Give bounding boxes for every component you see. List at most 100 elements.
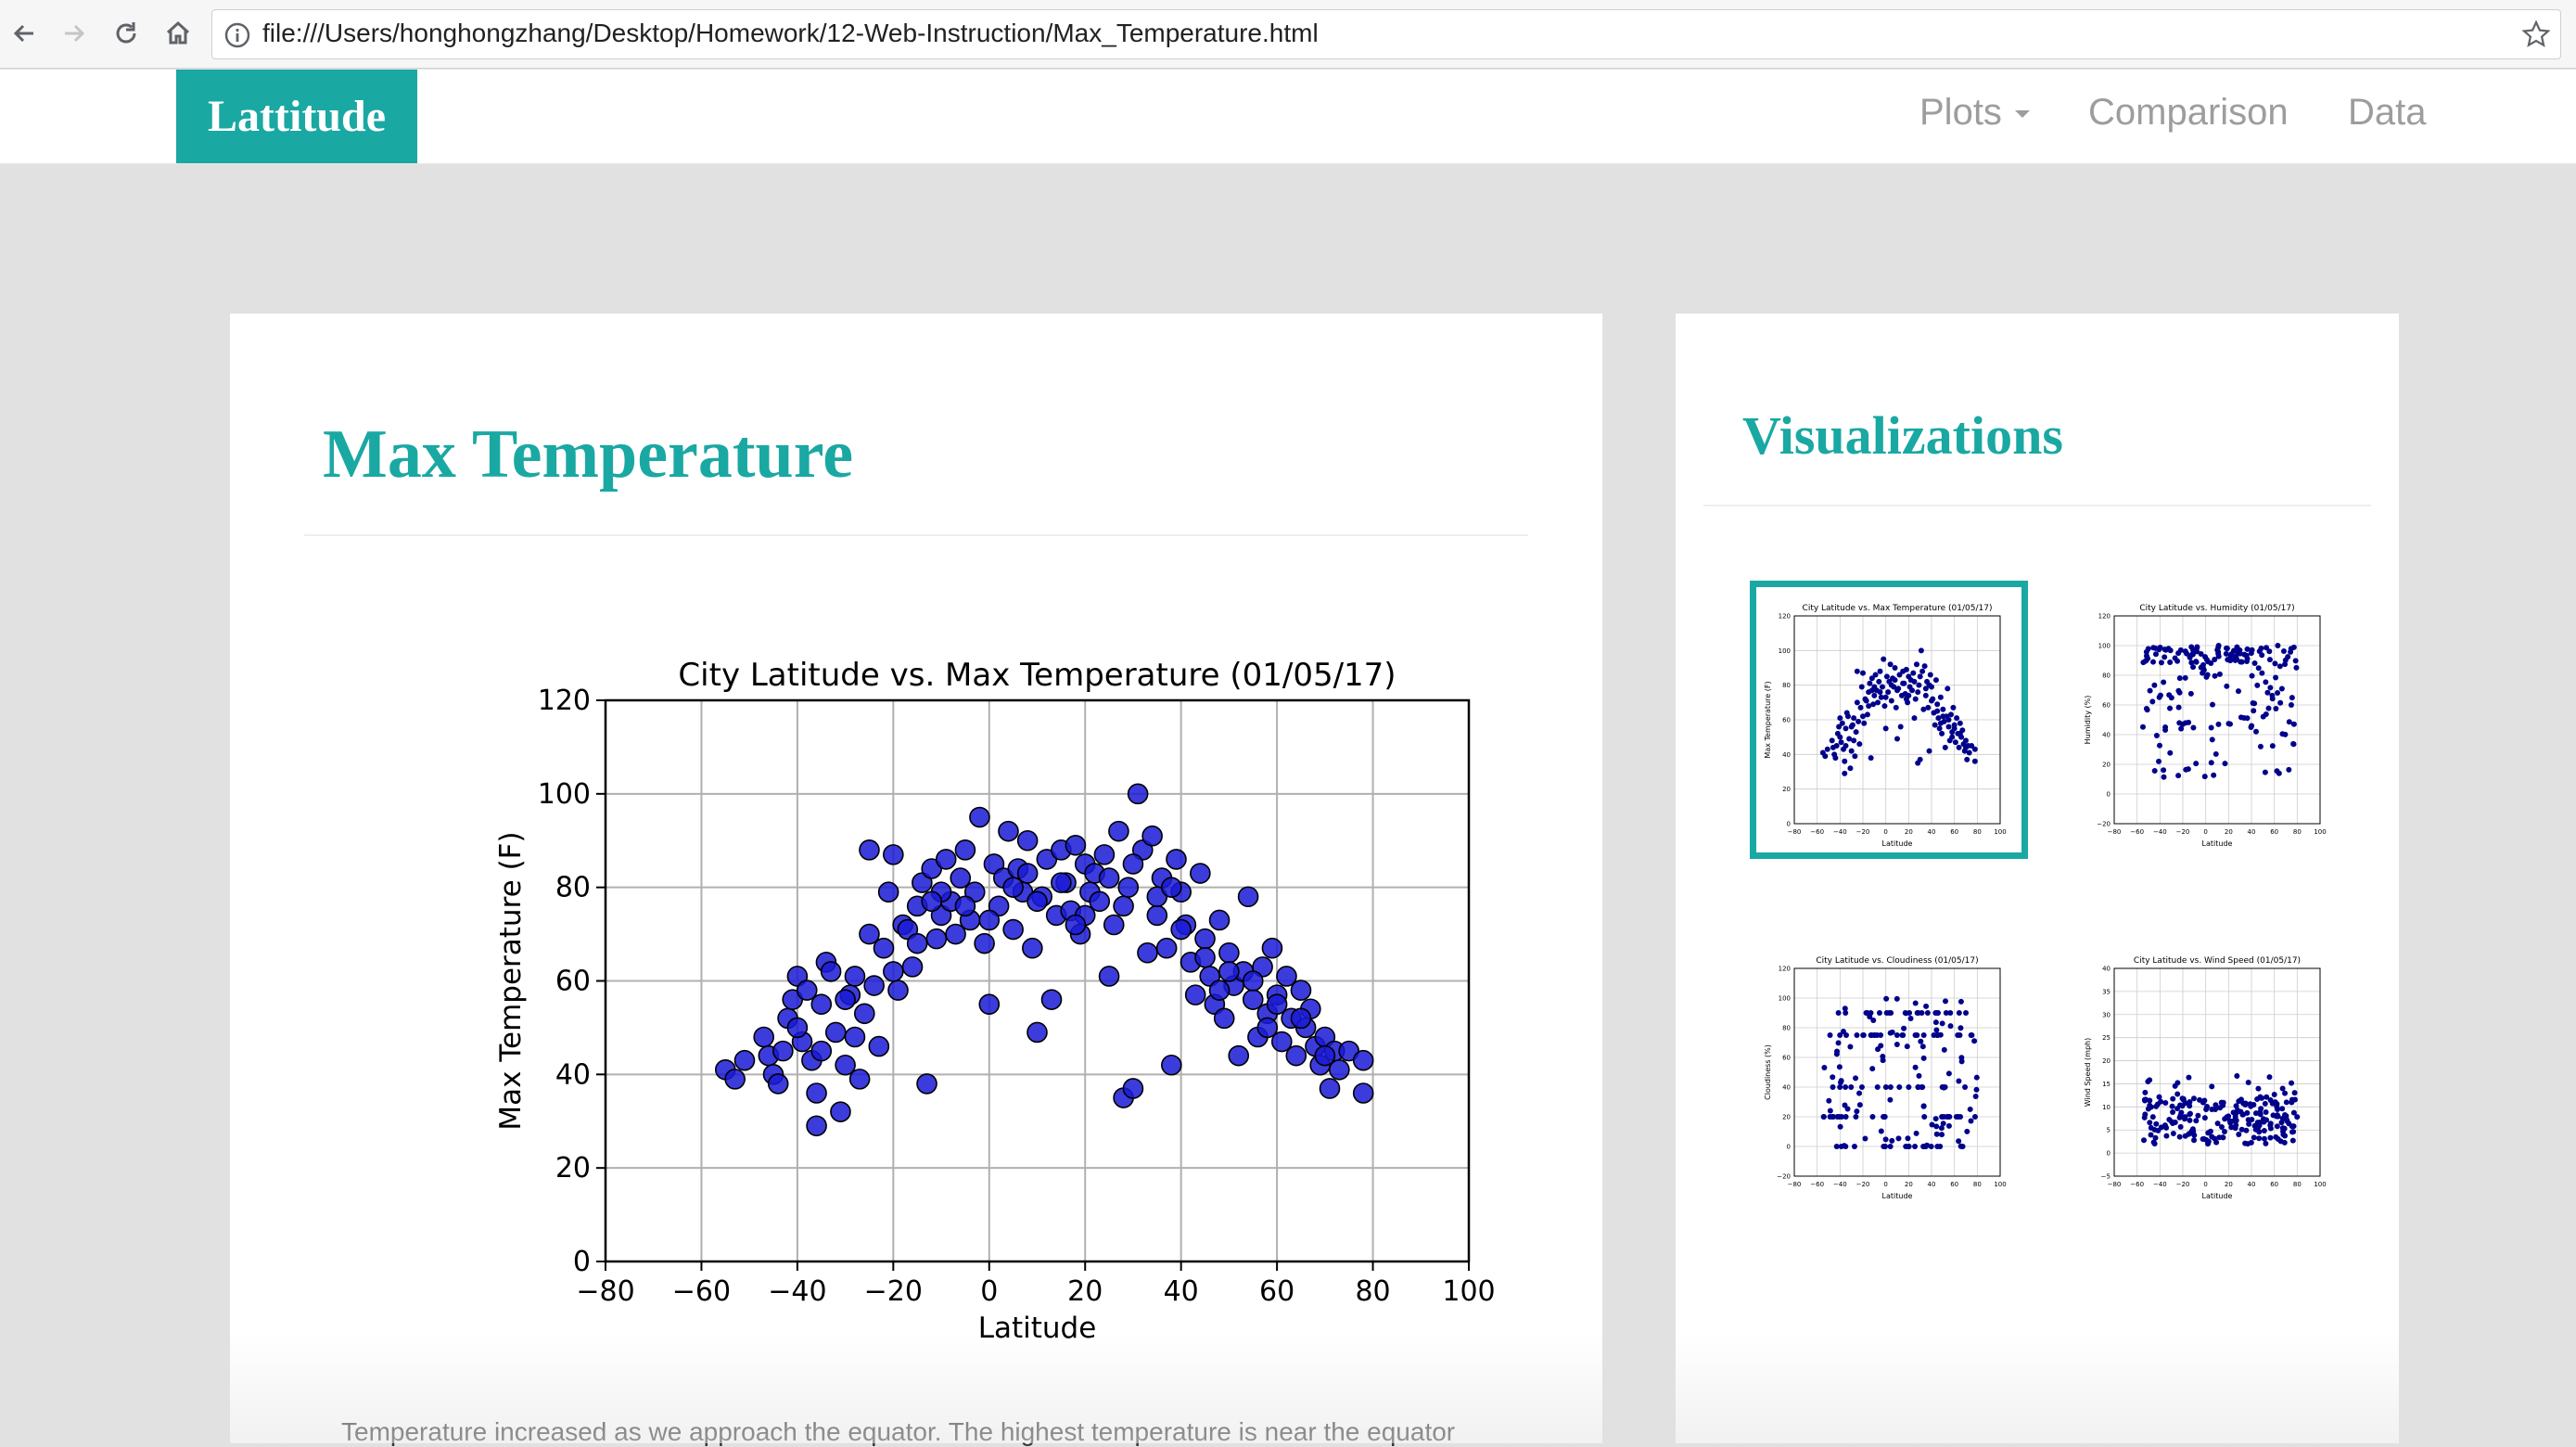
data-point (1146, 904, 1168, 927)
bookmark-star-icon[interactable] (2521, 19, 2551, 49)
thumb-point (1957, 730, 1963, 736)
thumb-point (2244, 658, 2251, 664)
thumb-frame (1793, 615, 2001, 825)
y-tick-label: 40 (555, 1058, 591, 1091)
reload-icon[interactable] (108, 15, 145, 52)
thumb-y-tick: 60 (1782, 1055, 1791, 1062)
info-icon[interactable] (223, 21, 251, 49)
thumb-cloudiness[interactable]: −80 −60 −40 −20 0 20 40 60 80 100 −20 0 20 40 60 80 100 1… (1750, 933, 2028, 1211)
thumb-point (2220, 1099, 2226, 1106)
thumb-point (2227, 721, 2234, 727)
page-title: Max Temperature (323, 416, 854, 493)
thumb-point (2145, 646, 2151, 652)
nav-plots-dropdown[interactable]: Plots (1919, 92, 2030, 134)
scroll-fade (1676, 1332, 2399, 1443)
thumb-point (2264, 1117, 2270, 1123)
thumb-point (2273, 1133, 2279, 1140)
data-point (877, 881, 899, 903)
nav-data[interactable]: Data (2348, 92, 2427, 133)
thumb-point (1943, 998, 1949, 1005)
thumb-point (2278, 685, 2285, 692)
thumb-point (2249, 672, 2255, 679)
thumb-point (2172, 1082, 2178, 1089)
thumb-y-tick: 0 (2107, 791, 2111, 799)
thumb-point (1918, 1038, 1924, 1044)
thumb-point (2232, 1119, 2238, 1125)
thumb-x-tick: 60 (2270, 828, 2278, 836)
thumb-point (1958, 1025, 1964, 1031)
thumb-point (2241, 715, 2248, 722)
thumb-point (1916, 1072, 1922, 1079)
thumb-point (1915, 1084, 1921, 1090)
nav-comparison[interactable]: Comparison (2088, 92, 2289, 133)
thumb-point (2264, 645, 2270, 651)
data-point (1122, 853, 1144, 875)
thumb-point (1887, 1084, 1894, 1090)
thumb-point (2269, 743, 2276, 749)
thumb-point (2205, 1138, 2212, 1145)
thumb-point (2285, 654, 2291, 660)
thumb-y-tick: 40 (2102, 732, 2111, 739)
thumb-point (1969, 743, 1975, 749)
thumb-point (1875, 1046, 1881, 1053)
thumb-point (1868, 687, 1875, 694)
thumb-point (2162, 647, 2168, 653)
thumb-point (1837, 1032, 1843, 1038)
thumb-point (1907, 1016, 1914, 1022)
thumb-point (2161, 774, 2167, 780)
thumb-point (1915, 689, 1921, 696)
thumb-point (1829, 737, 1835, 744)
thumb-point (2282, 1133, 2289, 1139)
data-point (1089, 890, 1111, 913)
thumb-point (1912, 1032, 1919, 1038)
data-point (1242, 970, 1264, 992)
thumb-y-tick: 100 (1779, 995, 1791, 1003)
thumb-point (1843, 1084, 1849, 1090)
data-point (835, 1054, 856, 1076)
address-bar[interactable]: file:///Users/honghongzhang/Desktop/Home… (211, 9, 2561, 59)
data-point (859, 839, 880, 861)
thumb-wind-speed[interactable]: −80 −60 −40 −20 0 20 40 60 80 100 −5 0 5 10 15 20 25 30 35… (2070, 933, 2348, 1211)
thumb-humidity[interactable]: −80 −60 −40 −20 0 20 40 60 80 100 −20 0 20 40 60 80 100 1… (2070, 581, 2348, 859)
thumb-point (1894, 1042, 1900, 1048)
thumb-point (1837, 734, 1843, 740)
thumb-point (2264, 689, 2271, 696)
data-point (1051, 872, 1072, 893)
thumb-x-label: Latitude (2202, 839, 2233, 848)
thumb-x-tick: 0 (1883, 1181, 1887, 1188)
thumb-point (2145, 1106, 2151, 1112)
thumb-point (2274, 1123, 2280, 1130)
x-tick-label: 60 (1259, 1275, 1294, 1308)
thumb-point (1854, 1108, 1860, 1115)
thumb-point (1869, 1066, 1876, 1072)
thumb-point (1968, 1118, 1974, 1124)
thumb-point (2261, 1135, 2267, 1142)
thumb-y-tick: 30 (2102, 1011, 2111, 1018)
thumb-point (2186, 1074, 2192, 1081)
thumb-point (2178, 1109, 2185, 1116)
thumb-point (1973, 1074, 1980, 1081)
thumb-point (2217, 1105, 2224, 1111)
thumb-point (1945, 1122, 1952, 1129)
thumb-point (2153, 733, 2160, 739)
browser-toolbar: file:///Users/honghongzhang/Desktop/Home… (0, 0, 2576, 69)
thumb-x-tick: 80 (2293, 828, 2302, 836)
thumb-point (1917, 756, 1923, 762)
thumb-point (2215, 645, 2222, 651)
thumb-point (1830, 1074, 1836, 1081)
home-icon[interactable] (159, 15, 197, 52)
back-icon[interactable] (6, 15, 43, 52)
forward-icon[interactable] (56, 15, 93, 52)
thumb-point (1956, 1138, 1962, 1145)
thumb-max-temperature[interactable]: −80 −60 −40 −20 0 20 40 60 80 100 0 20 40 60 80 100 120 C… (1750, 581, 2028, 859)
thumb-point (1951, 725, 1958, 732)
brand-logo[interactable]: Lattitude (176, 70, 417, 163)
thumb-point (1843, 1144, 1849, 1149)
thumb-point (1833, 1051, 1840, 1057)
thumb-point (2278, 1120, 2285, 1126)
thumb-point (2143, 653, 2149, 659)
thumb-point (1919, 668, 1926, 674)
thumb-point (1879, 684, 1885, 690)
y-tick-label: 80 (555, 872, 591, 904)
thumb-title: City Latitude vs. Max Temperature (01/05… (1803, 604, 1993, 613)
